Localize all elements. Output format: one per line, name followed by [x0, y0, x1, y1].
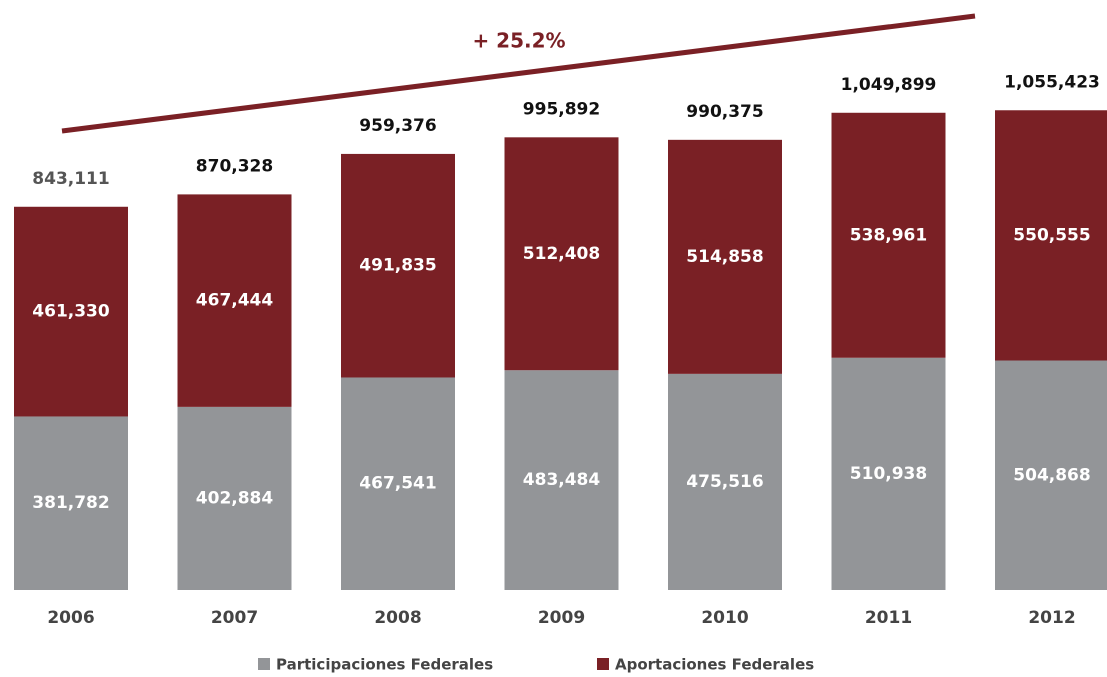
x-tick-label: 2010 [701, 608, 748, 628]
total-label: 843,111 [32, 169, 109, 189]
bar-segment [14, 416, 128, 590]
x-tick-label: 2009 [538, 608, 585, 628]
data-label: 475,516 [686, 472, 763, 492]
x-tick-label: 2012 [1028, 608, 1075, 628]
total-label: 1,049,899 [841, 75, 937, 95]
data-label: 550,555 [1013, 225, 1090, 245]
data-label: 461,330 [32, 302, 110, 322]
data-label: 483,484 [523, 470, 601, 490]
bar-segment [668, 373, 782, 590]
bar-segment [177, 406, 292, 590]
legend-label: Aportaciones Federales [615, 656, 814, 674]
bar-segment [831, 357, 946, 590]
total-label: 1,055,423 [1004, 72, 1100, 92]
legend-swatch [258, 658, 270, 670]
x-tick-label: 2008 [374, 608, 421, 628]
data-label: 491,835 [359, 256, 436, 276]
bar-segment [831, 112, 946, 358]
bar-segment [341, 377, 455, 590]
bar-segment [14, 206, 128, 417]
data-label: 512,408 [523, 244, 600, 264]
bar-segment [995, 110, 1107, 361]
bar-segment [504, 137, 619, 371]
x-tick-label: 2006 [47, 608, 94, 628]
total-label: 990,375 [686, 102, 763, 122]
data-label: 467,444 [196, 291, 274, 311]
data-label: 538,961 [850, 225, 927, 245]
x-tick-label: 2011 [865, 608, 912, 628]
total-label: 959,376 [359, 116, 436, 136]
total-label: 870,328 [196, 156, 273, 176]
data-label: 514,858 [686, 247, 763, 267]
data-label: 467,541 [359, 474, 436, 494]
bar-segment [504, 370, 619, 590]
total-label: 995,892 [523, 99, 600, 119]
bar-segment [995, 360, 1107, 590]
annotation: + 25.2% [472, 29, 565, 53]
legend-label: Participaciones Federales [276, 656, 493, 674]
bar-segment [341, 153, 455, 378]
data-label: 510,938 [850, 464, 927, 484]
trend-line [61, 13, 976, 134]
x-tick-label: 2007 [211, 608, 258, 628]
data-label: 381,782 [32, 493, 109, 513]
data-label: 402,884 [196, 488, 274, 508]
legend-swatch [597, 658, 609, 670]
bar-segment [177, 194, 292, 407]
data-label: 504,868 [1013, 465, 1090, 485]
bar-segment [668, 139, 782, 374]
